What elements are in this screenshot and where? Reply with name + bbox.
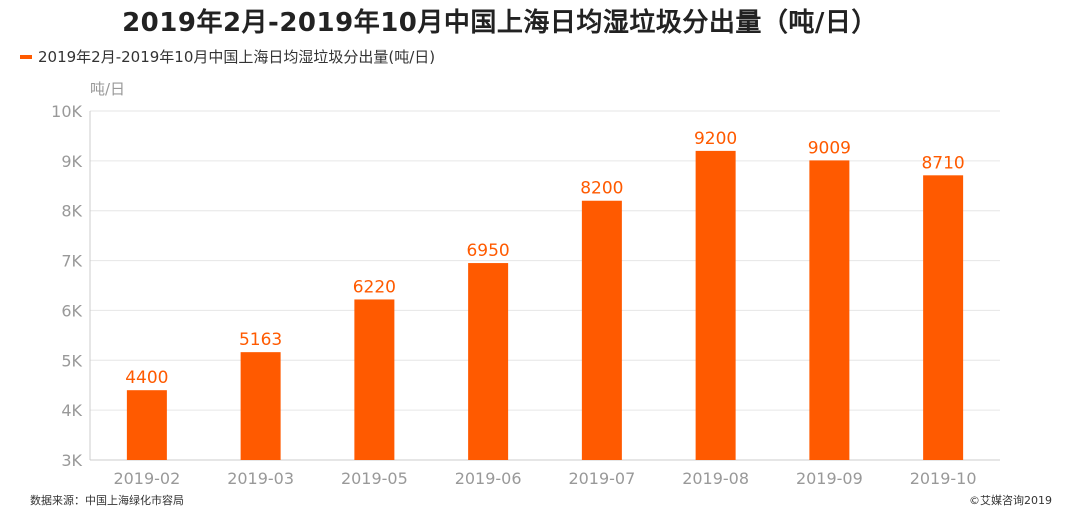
bar — [581, 200, 622, 460]
legend-label: 2019年2月-2019年10月中国上海日均湿垃圾分出量(吨/日) — [38, 48, 436, 66]
y-tick-label: 9K — [61, 152, 82, 171]
y-tick-label: 3K — [61, 451, 82, 470]
legend-swatch — [20, 54, 32, 59]
bar-value-label: 4400 — [125, 368, 168, 388]
y-tick-label: 7K — [61, 252, 82, 271]
x-tick-label: 2019-05 — [341, 469, 408, 488]
y-tick-label: 5K — [61, 351, 82, 370]
x-tick-label: 2019-06 — [455, 469, 522, 488]
bar — [240, 352, 281, 460]
bar — [468, 263, 509, 460]
bar-value-label: 9200 — [694, 129, 737, 149]
bar-value-labels: 4400 5163 6220 6950 8200 9200 9009 8710 — [125, 129, 965, 388]
source-note: 数据来源：中国上海绿化市容局 — [30, 494, 184, 507]
x-tick-label: 2019-08 — [682, 469, 749, 488]
grid-lines — [89, 110, 1000, 461]
bar — [126, 390, 167, 460]
x-tick-label: 2019-07 — [568, 469, 635, 488]
bar-value-label: 9009 — [808, 138, 851, 158]
bar-value-label: 8710 — [921, 153, 964, 173]
x-tick-label: 2019-02 — [113, 469, 180, 488]
bar — [809, 160, 850, 460]
y-tick-label: 8K — [61, 202, 82, 221]
x-tick-label: 2019-10 — [910, 469, 977, 488]
y-tick-label: 4K — [61, 401, 82, 420]
chart-title: 2019年2月-2019年10月中国上海日均湿垃圾分出量（吨/日） — [122, 8, 878, 38]
chart-legend: 2019年2月-2019年10月中国上海日均湿垃圾分出量(吨/日) — [20, 46, 435, 67]
bar-value-label: 6220 — [353, 277, 396, 297]
y-axis-label: 吨/日 — [90, 80, 125, 98]
bar — [923, 175, 964, 460]
bar — [695, 150, 736, 460]
bar-value-label: 8200 — [580, 179, 623, 199]
bar — [354, 299, 395, 460]
y-tick-label: 6K — [61, 301, 82, 320]
x-axis-ticks: 2019-02 2019-03 2019-05 2019-06 2019-07 2019-… — [113, 469, 976, 488]
x-tick-label: 2019-09 — [796, 469, 863, 488]
bar-value-label: 5163 — [239, 330, 282, 350]
bars — [126, 150, 964, 460]
bar-value-label: 6950 — [466, 241, 509, 261]
y-axis-ticks: 3K 4K 5K 6K 7K 8K 9K 10K — [51, 102, 82, 470]
y-tick-label: 10K — [51, 102, 82, 121]
x-tick-label: 2019-03 — [227, 469, 294, 488]
copyright-note: ©艾媒咨询2019 — [969, 494, 1052, 507]
